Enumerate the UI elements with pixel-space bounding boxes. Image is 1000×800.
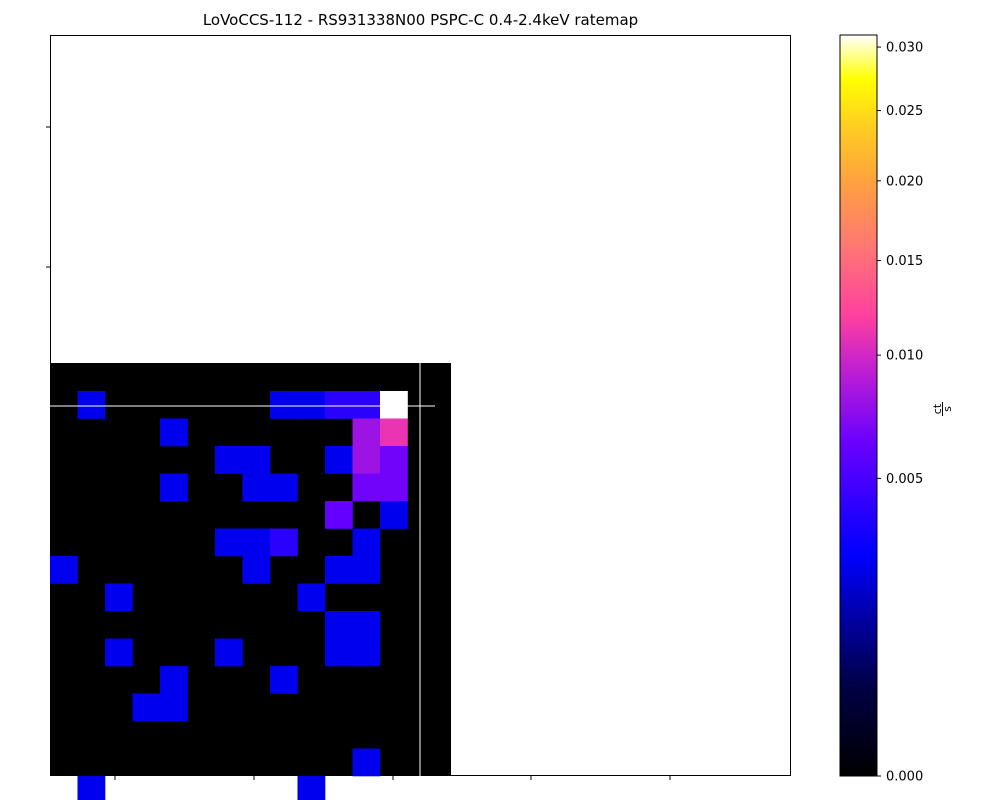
heatmap-cell	[270, 528, 298, 557]
heatmap-cell	[215, 638, 243, 667]
heatmap-cell	[352, 748, 381, 777]
heatmap-cell	[242, 556, 271, 584]
heatmap-cell	[352, 446, 381, 474]
heatmap-cell	[270, 391, 298, 419]
axis-ticks	[46, 126, 671, 780]
heatmap-cell	[77, 776, 106, 800]
crosshair-overlay	[50, 363, 435, 776]
colorbar-tick-label: 0.030	[886, 41, 923, 56]
heatmap-cell	[297, 391, 326, 419]
colorbar-tick-label: 0.015	[886, 254, 923, 269]
heatmap-cell	[380, 501, 408, 529]
chart-title: LoVoCCS-112 - RS931338N00 PSPC-C 0.4-2.4…	[202, 11, 639, 29]
colorbar-tick-label: 0.005	[886, 472, 923, 487]
heatmap-cell	[352, 473, 381, 502]
heatmap-cell	[380, 418, 408, 447]
heatmap-cell	[325, 556, 353, 584]
colorbar-tick-label: 0.020	[886, 174, 923, 189]
heatmap-cell	[380, 446, 408, 474]
heatmap-cell	[160, 693, 188, 722]
heatmap-cell	[352, 611, 381, 639]
colorbar-tick-label: 0.000	[886, 770, 923, 785]
colorbar-tick-label: 0.010	[886, 349, 923, 364]
heatmap-cell	[242, 528, 271, 557]
heatmap-cell	[380, 473, 408, 502]
heatmap-cell	[132, 693, 161, 722]
heatmap-cell	[270, 666, 298, 694]
heatmap-cell	[352, 391, 381, 419]
heatmap	[50, 363, 451, 800]
heatmap-cell	[325, 638, 353, 667]
heatmap-cell	[352, 556, 381, 584]
heatmap-cell	[325, 611, 353, 639]
heatmap-cell	[105, 638, 133, 667]
colorbar: 0.000 0.005 0.010 0.015 0.020 0.025 0.030	[839, 34, 923, 785]
heatmap-cell	[325, 501, 353, 529]
heatmap-cell	[160, 418, 188, 447]
heatmap-cell	[297, 776, 326, 800]
heatmap-cell	[270, 473, 298, 502]
colorbar-unit-label: ct s	[930, 396, 954, 416]
heatmap-cell	[297, 583, 326, 612]
heatmap-cell	[215, 528, 243, 557]
heatmap-cell	[352, 528, 381, 557]
heatmap-cell	[242, 446, 271, 474]
heatmap-cell	[105, 583, 133, 612]
heatmap-cell	[50, 556, 78, 584]
heatmap-cell	[352, 418, 381, 447]
heatmap-cell	[160, 666, 188, 694]
heatmap-cell	[325, 391, 353, 419]
colorbar-unit-denominator: s	[941, 406, 954, 412]
colorbar-gradient	[839, 34, 878, 777]
heatmap-cell	[352, 638, 381, 667]
colorbar-tick-label: 0.025	[886, 104, 923, 119]
heatmap-cell	[325, 446, 353, 474]
heatmap-cell	[380, 391, 408, 419]
heatmap-cell	[77, 391, 106, 419]
heatmap-cell	[242, 473, 271, 502]
heatmap-cell	[215, 446, 243, 474]
heatmap-cell	[160, 473, 188, 502]
